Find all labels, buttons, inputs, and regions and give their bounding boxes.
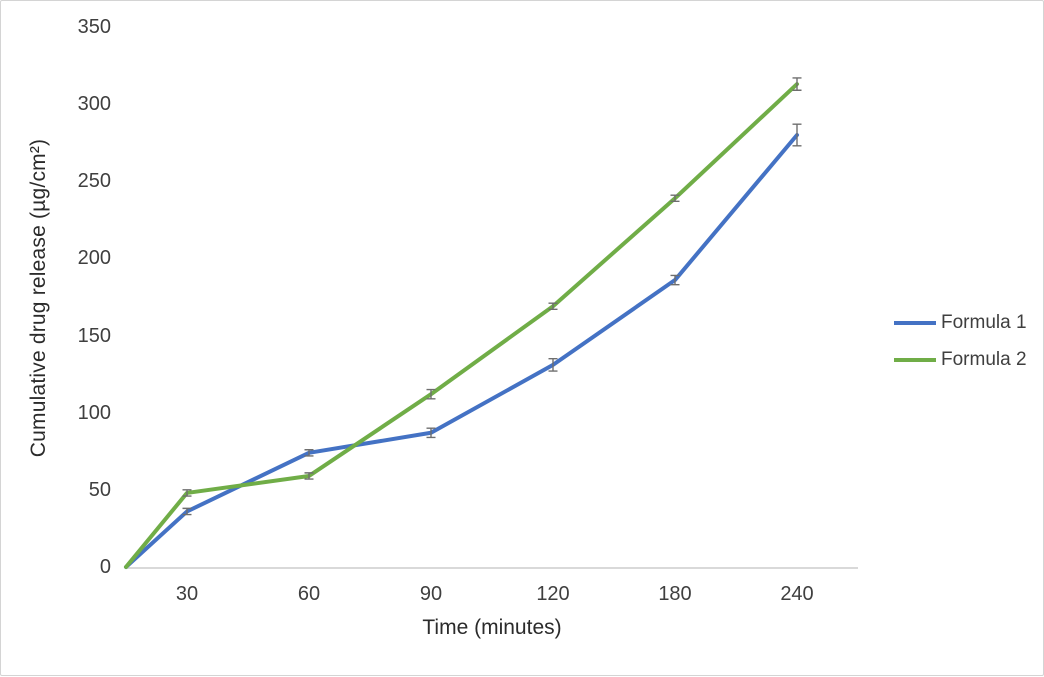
series-line-1 (124, 133, 799, 569)
x-tick-label: 60 (297, 583, 321, 605)
x-tick-label: 120 (536, 583, 570, 605)
x-tick-label: 240 (780, 583, 814, 605)
legend: Formula 1 Formula 2 (894, 304, 1027, 378)
x-axis-title: Time (minutes) (422, 616, 562, 639)
error-bars-series-1 (182, 123, 802, 516)
legend-item-2: Formula 2 (894, 341, 1027, 378)
error-bars-series-2 (182, 77, 802, 497)
y-tick-label: 0 (99, 556, 111, 578)
legend-swatch-icon (894, 320, 936, 325)
x-axis-line (126, 567, 858, 569)
legend-label: Formula 2 (941, 348, 1027, 370)
y-tick-label: 50 (88, 478, 111, 501)
x-tick-label: 90 (419, 583, 443, 605)
legend-label: Formula 1 (941, 311, 1027, 333)
y-tick-label: 150 (77, 324, 111, 347)
legend-item-1: Formula 1 (894, 304, 1027, 341)
y-tick-label: 200 (77, 247, 111, 270)
legend-swatch-icon (894, 357, 936, 362)
y-tick-label: 350 (77, 16, 111, 38)
y-tick-label: 250 (77, 170, 111, 193)
y-tick-label: 300 (77, 93, 111, 116)
x-tick-label: 30 (175, 583, 199, 605)
x-tick-label: 180 (658, 583, 692, 605)
y-tick-label: 100 (77, 401, 111, 424)
